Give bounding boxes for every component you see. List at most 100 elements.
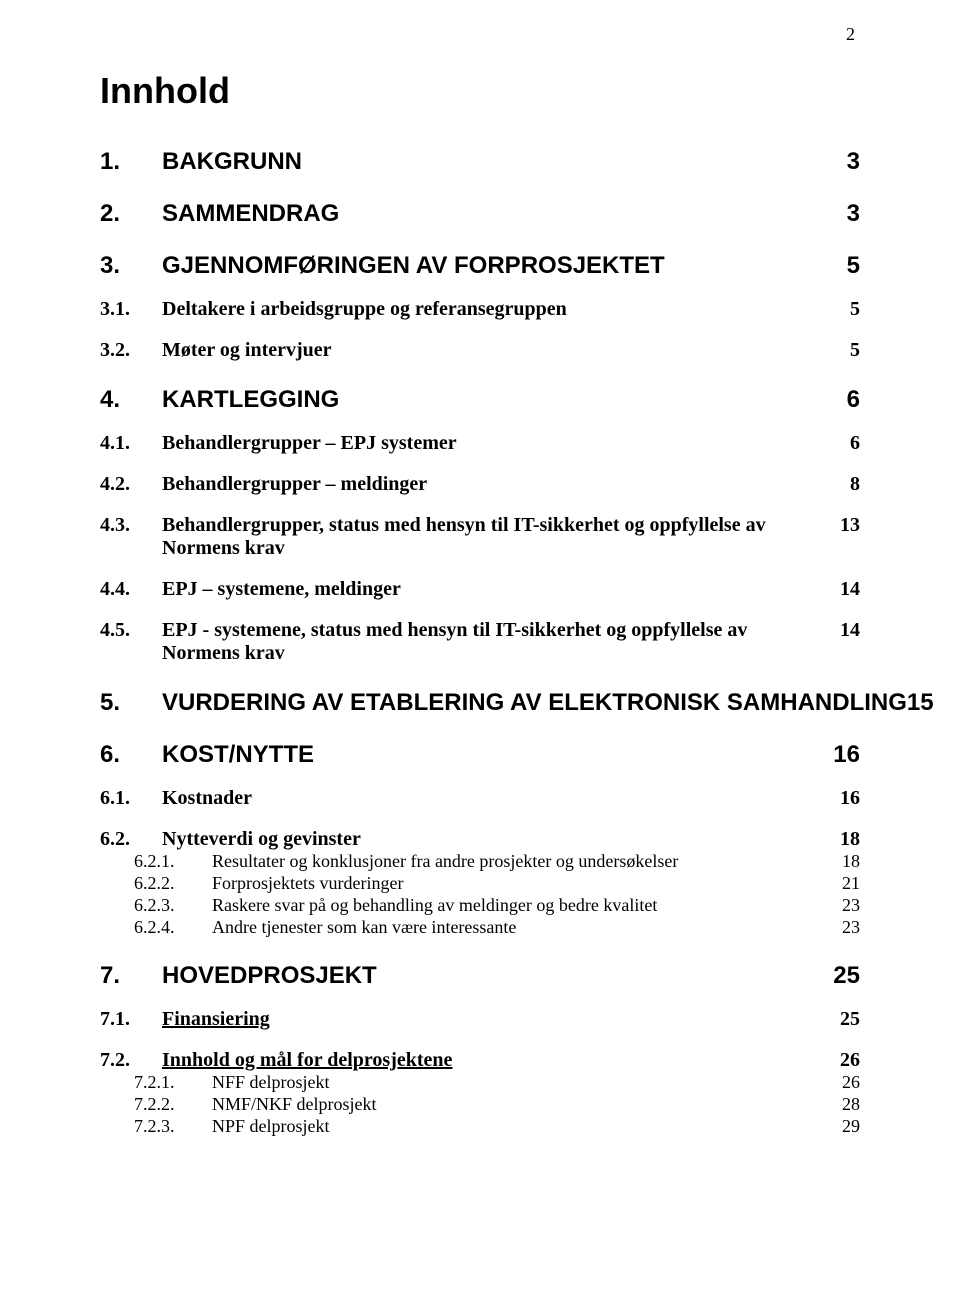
toc-entry: 7.2.1.NFF delprosjekt 26 [100, 1072, 860, 1093]
toc-entry-text: Deltakere i arbeidsgruppe og referansegr… [162, 298, 567, 321]
toc-entry-text: Behandlergrupper – meldinger [162, 473, 427, 496]
toc-entry-number: 7.2.2. [134, 1094, 212, 1115]
page-title: Innhold [100, 70, 860, 112]
toc-entry: 1.BAKGRUNN 3 [100, 148, 860, 176]
toc-entry-number: 7.2.3. [134, 1116, 212, 1137]
toc-entry-text: GJENNOMFØRINGEN AV FORPROSJEKTET [162, 252, 665, 280]
toc-entry-number: 4.1. [100, 432, 162, 455]
toc-entry-number: 4.5. [100, 619, 162, 642]
toc-entry: 7.2.2.NMF/NKF delprosjekt 28 [100, 1094, 860, 1115]
toc-entry-text: Andre tjenester som kan være interessant… [212, 917, 516, 938]
toc-entry-page: 25 [833, 962, 860, 990]
toc-entry-page: 6 [850, 432, 860, 455]
toc-entry-text: SAMMENDRAG [162, 200, 339, 228]
toc-entry-page: 21 [842, 873, 860, 894]
toc-entry-number: 5. [100, 689, 162, 717]
toc-entry-number: 4.3. [100, 514, 162, 537]
toc-entry-page: 14 [840, 578, 860, 601]
toc-entry-page: 13 [840, 514, 860, 537]
toc-entry-number: 7.2. [100, 1049, 162, 1072]
page-number: 2 [846, 24, 855, 45]
toc-entry-number: 7.1. [100, 1008, 162, 1031]
toc-entry: 6.2.1.Resultater og konklusjoner fra and… [100, 851, 860, 872]
toc-entry: 7.1.Finansiering 25 [100, 1008, 860, 1031]
toc-entry-page: 6 [847, 386, 860, 414]
toc-entry-text: Kostnader [162, 787, 252, 810]
toc-entry-page: 8 [850, 473, 860, 496]
toc-entry-text: Behandlergrupper – EPJ systemer [162, 432, 457, 455]
toc-entry-number: 1. [100, 148, 162, 176]
toc-entry-number: 7. [100, 962, 162, 990]
toc-entry: 4.5.EPJ - systemene, status med hensyn t… [100, 619, 860, 665]
toc-entry-text: Nytteverdi og gevinster [162, 828, 361, 851]
toc-entry-text: NMF/NKF delprosjekt [212, 1094, 377, 1115]
toc-entry-page: 16 [833, 741, 860, 769]
toc-entry-number: 7.2.1. [134, 1072, 212, 1093]
toc-entry-page: 5 [850, 298, 860, 321]
toc-entry: 7.2.3.NPF delprosjekt 29 [100, 1116, 860, 1137]
toc-entry: 6.2.Nytteverdi og gevinster 18 [100, 828, 860, 851]
toc-entry-page: 23 [842, 917, 860, 938]
toc-entry: 6.2.3.Raskere svar på og behandling av m… [100, 895, 860, 916]
toc-entry-text: VURDERING AV ETABLERING AV ELEKTRONISK S… [162, 689, 907, 717]
toc-entry-text: Resultater og konklusjoner fra andre pro… [212, 851, 678, 872]
toc-entry: 3.GJENNOMFØRINGEN AV FORPROSJEKTET 5 [100, 252, 860, 280]
toc-entry: 4.KARTLEGGING 6 [100, 386, 860, 414]
toc-entry-text: NPF delprosjekt [212, 1116, 330, 1137]
toc-entry-number: 6.2.4. [134, 917, 212, 938]
toc-entry: 6.KOST/NYTTE 16 [100, 741, 860, 769]
toc-entry-page: 16 [840, 787, 860, 810]
toc-entry-text: EPJ - systemene, status med hensyn til I… [162, 619, 782, 665]
toc-entry-page: 15 [907, 689, 934, 717]
toc-entry: 4.1.Behandlergrupper – EPJ systemer 6 [100, 432, 860, 455]
toc-entry-page: 3 [847, 200, 860, 228]
toc-entry-text: Innhold og mål for delprosjektene [162, 1049, 452, 1072]
toc-entry-number: 6.2.2. [134, 873, 212, 894]
toc-entry: 3.2.Møter og intervjuer 5 [100, 339, 860, 362]
table-of-contents: 1.BAKGRUNN 3 2.SAMMENDRAG 3 3.GJENNOMFØRINGE… [100, 148, 860, 1137]
toc-entry-text: KOST/NYTTE [162, 741, 314, 769]
toc-entry: 2.SAMMENDRAG 3 [100, 200, 860, 228]
toc-entry: 6.2.4.Andre tjenester som kan være inter… [100, 917, 860, 938]
toc-entry-number: 6.2. [100, 828, 162, 851]
toc-entry-page: 5 [847, 252, 860, 280]
toc-entry-text: BAKGRUNN [162, 148, 302, 176]
toc-entry-page: 18 [840, 828, 860, 851]
toc-entry-text: HOVEDPROSJEKT [162, 962, 377, 990]
toc-entry-number: 3. [100, 252, 162, 280]
toc-entry-text: KARTLEGGING [162, 386, 339, 414]
toc-entry-number: 3.1. [100, 298, 162, 321]
toc-entry-number: 3.2. [100, 339, 162, 362]
toc-entry-page: 29 [842, 1116, 860, 1137]
toc-entry-number: 4.4. [100, 578, 162, 601]
toc-entry: 4.2.Behandlergrupper – meldinger 8 [100, 473, 860, 496]
toc-entry-text: Raskere svar på og behandling av melding… [212, 895, 657, 916]
toc-entry-number: 6.1. [100, 787, 162, 810]
toc-entry: 7.2.Innhold og mål for delprosjektene 26 [100, 1049, 860, 1072]
toc-entry-text: NFF delprosjekt [212, 1072, 330, 1093]
toc-entry-number: 4.2. [100, 473, 162, 496]
toc-entry: 7.HOVEDPROSJEKT 25 [100, 962, 860, 990]
toc-entry-number: 6.2.3. [134, 895, 212, 916]
toc-entry-number: 4. [100, 386, 162, 414]
toc-entry-text: Møter og intervjuer [162, 339, 332, 362]
toc-entry: 6.1.Kostnader 16 [100, 787, 860, 810]
toc-entry-number: 2. [100, 200, 162, 228]
toc-entry-page: 23 [842, 895, 860, 916]
toc-entry-number: 6.2.1. [134, 851, 212, 872]
toc-entry-text: Finansiering [162, 1008, 270, 1031]
toc-entry-page: 26 [840, 1049, 860, 1072]
toc-entry-page: 25 [840, 1008, 860, 1031]
toc-entry-text: EPJ – systemene, meldinger [162, 578, 401, 601]
toc-entry-text: Forprosjektets vurderinger [212, 873, 403, 894]
toc-entry-page: 5 [850, 339, 860, 362]
toc-entry-page: 18 [842, 851, 860, 872]
toc-entry-page: 26 [842, 1072, 860, 1093]
toc-entry-page: 28 [842, 1094, 860, 1115]
toc-entry: 6.2.2.Forprosjektets vurderinger 21 [100, 873, 860, 894]
toc-entry-number: 6. [100, 741, 162, 769]
toc-entry: 5.VURDERING AV ETABLERING AV ELEKTRONISK… [100, 689, 860, 717]
toc-entry-page: 3 [847, 148, 860, 176]
toc-entry-page: 14 [840, 619, 860, 642]
toc-entry: 4.4.EPJ – systemene, meldinger 14 [100, 578, 860, 601]
